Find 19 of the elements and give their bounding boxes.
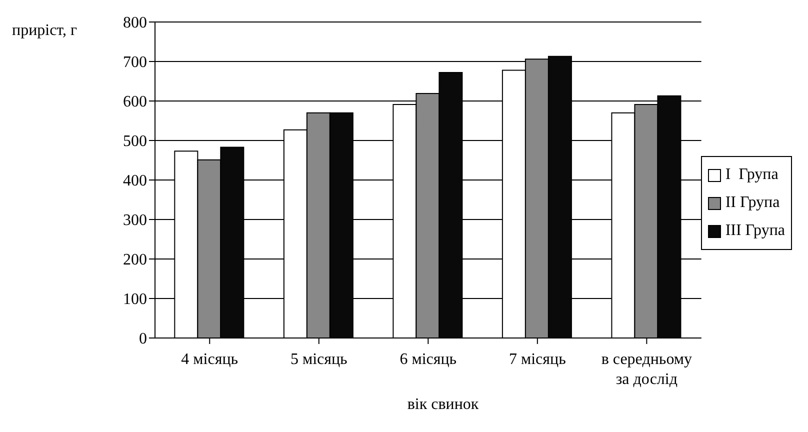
x-tick-label: 5 місяць [290,351,348,368]
y-tick-label: 100 [123,291,147,308]
x-tick-label: 4 місяць [181,351,238,368]
x-tick-label: 6 місяць [400,351,457,368]
legend-label: III Група [725,221,785,241]
y-tick-label: 600 [123,94,147,111]
y-tick-label: 800 [123,14,147,32]
y-tick-label: 0 [139,330,147,348]
y-tick-label: 700 [123,54,147,72]
y-tick-label: 500 [123,133,147,150]
legend-label: II Група [725,193,780,213]
legend-label: I Група [725,165,778,185]
x-axis-title: вік свинок [406,396,480,414]
y-axis-title: приріст, г [12,22,78,40]
y-tick-label: 400 [123,172,147,190]
x-tick-label: 7 місяць [508,351,566,368]
y-tick-label: 300 [123,212,147,230]
y-tick-label: 200 [123,252,147,269]
x-tick-label: в середньому за дослід [601,351,692,388]
